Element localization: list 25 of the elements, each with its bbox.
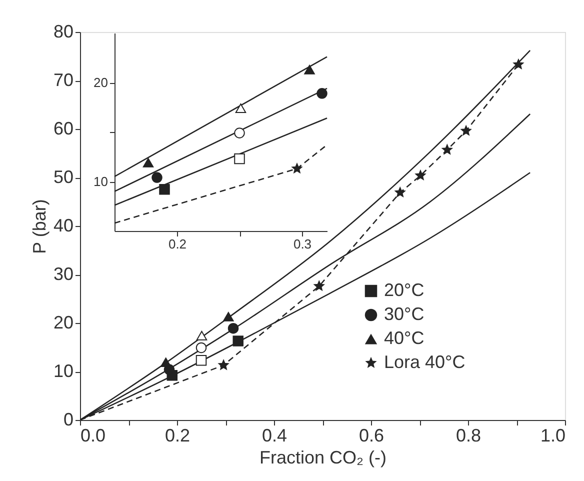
x-tick-label: 0.4 — [262, 426, 288, 446]
legend-label: 30°C — [384, 304, 424, 324]
legend-label: 40°C — [384, 328, 424, 348]
y-tick-label: 40 — [53, 216, 74, 236]
x-tick-label: 0.2 — [168, 236, 187, 252]
y-tick-label: 0 — [63, 410, 74, 430]
y-tick-label: 30 — [53, 264, 74, 284]
y-tick-label: 10 — [53, 361, 74, 381]
legend-label: Lora 40°C — [384, 352, 466, 372]
y-axis-title: P (bar) — [29, 199, 50, 254]
y-tick-label: 10 — [94, 174, 108, 189]
y-tick-label: 20 — [53, 312, 74, 332]
legend-label: 20°C — [384, 280, 424, 300]
y-tick-label: 80 — [53, 22, 74, 42]
x-tick-label: 0.6 — [358, 426, 384, 446]
y-tick-label: 70 — [53, 70, 74, 90]
x-tick-label: 0.0 — [80, 426, 106, 446]
x-tick-label: 0.8 — [456, 426, 482, 446]
x-tick-label: 1.0 — [540, 426, 566, 446]
x-tick-label: 0.3 — [293, 236, 312, 252]
y-tick-label: 60 — [53, 118, 74, 138]
x-tick-label: 0.2 — [164, 426, 190, 446]
x-axis-title: Fraction CO₂ (-) — [260, 448, 386, 468]
y-tick-label: 50 — [53, 167, 74, 187]
y-tick-label: 20 — [94, 75, 108, 90]
